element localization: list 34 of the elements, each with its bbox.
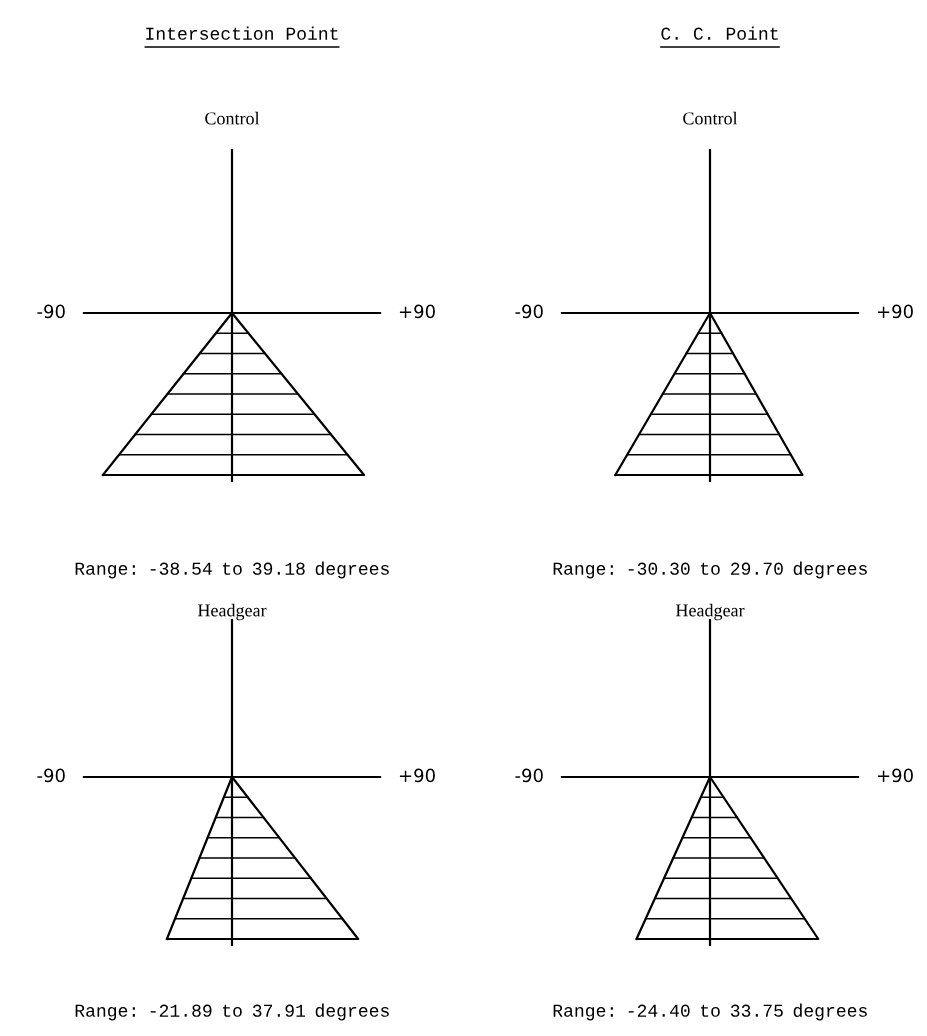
text: +90 — [877, 768, 913, 783]
text: Control — [683, 111, 738, 125]
text: -90 — [515, 304, 543, 319]
data-label: 37.91 — [252, 1004, 306, 1017]
text: degrees — [315, 1003, 389, 1021]
text: Range: — [553, 1004, 613, 1021]
text: -90 — [37, 304, 65, 319]
text: -90 — [515, 768, 543, 783]
text: to — [222, 562, 242, 575]
data-label: -24.40 — [628, 1004, 690, 1017]
text: +90 — [399, 768, 435, 783]
text: Intersection Point — [146, 26, 338, 40]
text: Control — [205, 111, 260, 125]
text: Headgear — [197, 603, 267, 621]
text: C. C. Point — [661, 26, 778, 40]
text: -90 — [37, 768, 65, 783]
text: +90 — [877, 304, 913, 319]
text: to — [700, 562, 720, 575]
data-label: 29.70 — [731, 562, 783, 575]
text: degrees — [793, 1003, 867, 1021]
text: +90 — [399, 304, 435, 319]
text: to — [222, 1004, 242, 1017]
data-label: -21.89 — [150, 1004, 212, 1017]
text: Range: — [553, 562, 613, 579]
data-label: 39.18 — [252, 562, 305, 575]
text: Range: — [75, 1004, 135, 1021]
data-label: -38.54 — [150, 562, 212, 575]
text: Headgear — [675, 603, 745, 621]
text: Range: — [75, 562, 135, 579]
text: degrees — [315, 561, 389, 579]
text: to — [700, 1004, 720, 1017]
text: degrees — [793, 561, 867, 579]
data-label: -30.30 — [628, 562, 690, 575]
data-label: 33.75 — [730, 1004, 783, 1017]
